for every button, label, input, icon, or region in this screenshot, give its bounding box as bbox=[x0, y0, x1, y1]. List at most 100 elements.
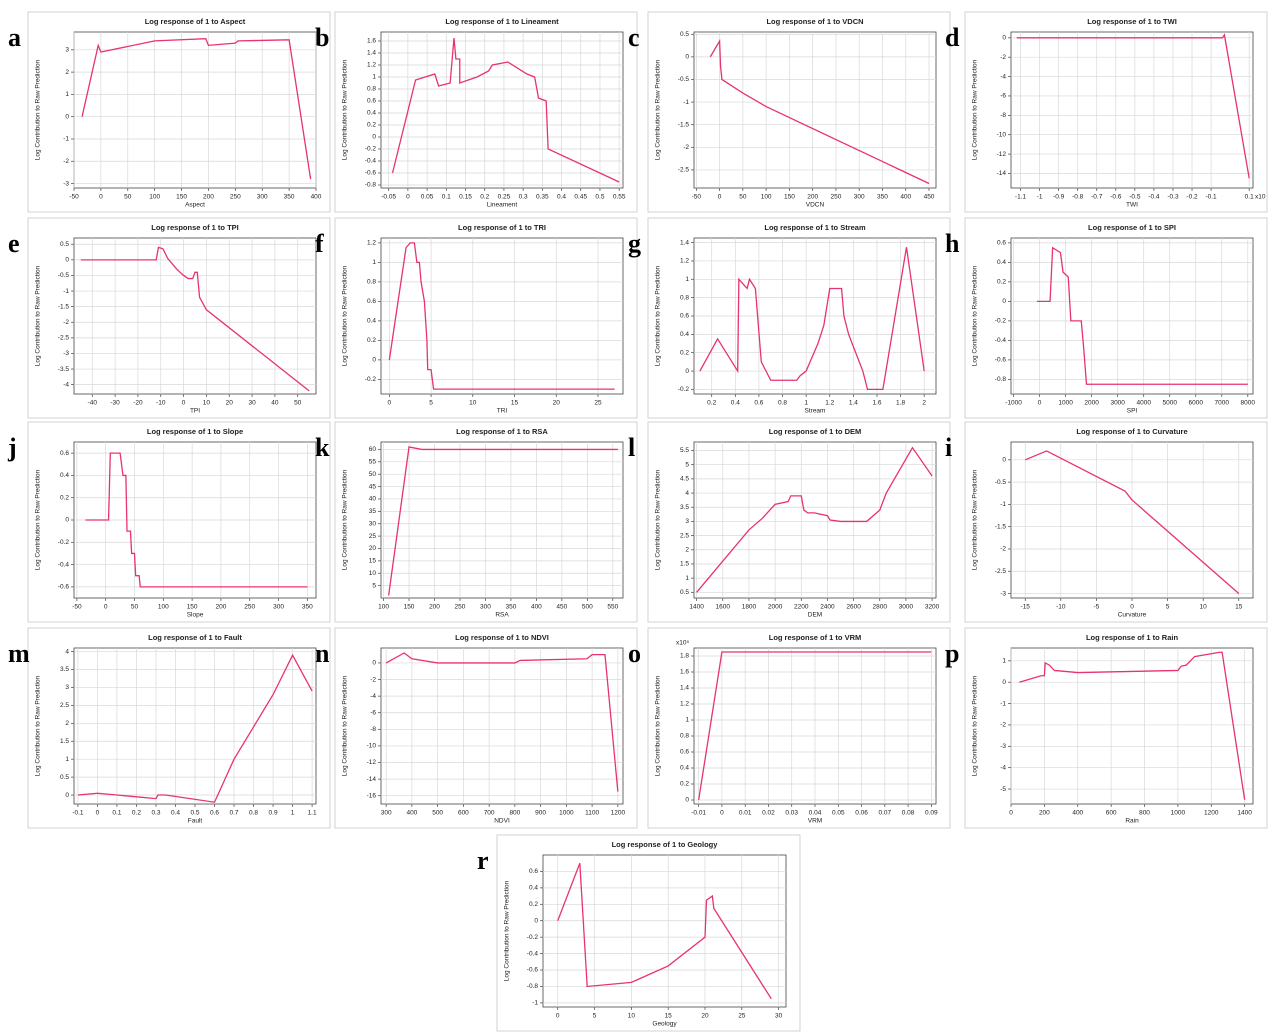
x-tick-label: 40 bbox=[271, 400, 279, 407]
y-axis-label: Log Contribution to Raw Prediction bbox=[35, 59, 42, 160]
panel-letter: o bbox=[628, 639, 641, 668]
panel: Log response of 1 to RSA k 100 150 200 250 300… bbox=[315, 421, 638, 623]
y-tick-label: -1.5 bbox=[995, 523, 1007, 530]
y-tick-label: 0 bbox=[372, 357, 376, 364]
x-tick-label: 0.07 bbox=[878, 810, 891, 817]
x-tick-label: 200 bbox=[807, 194, 818, 201]
plot-area bbox=[380, 647, 624, 805]
y-tick-label: 2 bbox=[65, 720, 69, 727]
panel-letter: c bbox=[628, 23, 640, 52]
y-tick-label: -10 bbox=[997, 131, 1007, 138]
y-tick-label: 3 bbox=[65, 47, 69, 54]
y-tick-label: -3 bbox=[1000, 743, 1006, 750]
x-tick-label: 1400 bbox=[689, 604, 704, 611]
y-tick-label: 0.8 bbox=[367, 279, 376, 286]
response-line bbox=[709, 38, 930, 185]
panel: Log response of 1 to DEM l 1400 1600 1800 200… bbox=[628, 421, 951, 623]
plot-area bbox=[380, 237, 624, 395]
plot-area bbox=[380, 31, 624, 189]
x-tick-label: 2800 bbox=[873, 604, 888, 611]
x-tick-label: 0.4 bbox=[557, 194, 566, 201]
x-tick-label: 0.3 bbox=[519, 194, 528, 201]
chart-title: Log response of 1 to Curvature bbox=[1076, 427, 1187, 436]
x-tick-label: 0.1 bbox=[112, 810, 121, 817]
panel: Log response of 1 to Geology r 0 5 10 15 20 25 3… bbox=[477, 834, 801, 1032]
x-tick-label: 30 bbox=[775, 1013, 783, 1020]
panel: Log response of 1 to Lineament b -0.05 0 0.0… bbox=[315, 11, 638, 213]
x-tick-label: 150 bbox=[404, 604, 415, 611]
x-tick-label: 0.2 bbox=[480, 194, 489, 201]
x-tick-label: 0 bbox=[1038, 400, 1042, 407]
response-line bbox=[81, 38, 312, 180]
x-tick-label: -40 bbox=[88, 400, 98, 407]
response-line bbox=[85, 452, 308, 588]
y-axis-label: Log Contribution to Raw Prediction bbox=[504, 880, 511, 981]
y-tick-label: 0 bbox=[372, 134, 376, 141]
x-tick-label: 0.6 bbox=[210, 810, 219, 817]
panel: Log response of 1 to VDCN c -50 0 50 100 150 20… bbox=[628, 11, 951, 213]
y-tick-label: -3 bbox=[1000, 590, 1006, 597]
y-tick-label: -6 bbox=[370, 709, 376, 716]
x-tick-label: 0.1 bbox=[442, 194, 451, 201]
y-tick-label: 0 bbox=[65, 792, 69, 799]
panel-letter: g bbox=[628, 229, 641, 258]
x-tick-label: 0.9 bbox=[269, 810, 278, 817]
y-tick-label: -0.8 bbox=[365, 182, 377, 189]
y-multiplier: x10⁵ bbox=[676, 640, 689, 647]
x-tick-label: 450 bbox=[924, 194, 935, 201]
y-tick-label: 3.5 bbox=[60, 666, 69, 673]
x-tick-label: 200 bbox=[203, 194, 214, 201]
x-tick-label: 2600 bbox=[846, 604, 861, 611]
x-tick-label: -0.4 bbox=[1148, 194, 1160, 201]
x-tick-label: 0.2 bbox=[707, 400, 716, 407]
x-tick-label: 0 bbox=[1130, 604, 1134, 611]
y-tick-label: 0.6 bbox=[529, 868, 538, 875]
panel-letter: m bbox=[8, 639, 30, 668]
x-tick-label: -15 bbox=[1021, 604, 1031, 611]
x-tick-label: 1400 bbox=[1237, 810, 1252, 817]
y-tick-label: -16 bbox=[367, 792, 377, 799]
x-tick-label: 0.5 bbox=[595, 194, 604, 201]
chart-title: Log response of 1 to RSA bbox=[456, 427, 548, 436]
y-tick-label: 0.4 bbox=[529, 885, 538, 892]
y-tick-label: 3.5 bbox=[680, 504, 689, 511]
y-tick-label: -2.5 bbox=[995, 568, 1007, 575]
x-tick-label: 0.5 bbox=[190, 810, 199, 817]
y-tick-label: 1.2 bbox=[367, 240, 376, 247]
y-tick-label: -10 bbox=[367, 743, 377, 750]
x-axis-label: NDVI bbox=[494, 818, 510, 825]
plot-area bbox=[693, 31, 937, 189]
x-tick-label: 800 bbox=[509, 810, 520, 817]
x-axis-label: VDCN bbox=[806, 202, 825, 209]
x-tick-label: 200 bbox=[215, 604, 226, 611]
x-tick-label: 10 bbox=[203, 400, 211, 407]
y-tick-label: -0.6 bbox=[58, 584, 70, 591]
y-axis-label: Log Contribution to Raw Prediction bbox=[972, 469, 979, 570]
chart-title: Log response of 1 to SPI bbox=[1088, 223, 1176, 232]
y-tick-label: 1 bbox=[65, 91, 69, 98]
x-axis-label: Slope bbox=[187, 612, 204, 619]
x-tick-label: -1000 bbox=[1005, 400, 1022, 407]
x-tick-label: 0.4 bbox=[171, 810, 180, 817]
x-tick-label: 25 bbox=[594, 400, 602, 407]
y-tick-label: 4 bbox=[65, 648, 69, 655]
x-tick-label: -50 bbox=[72, 604, 82, 611]
response-line bbox=[385, 652, 619, 792]
y-tick-label: 0.2 bbox=[60, 494, 69, 501]
x-tick-label: 5000 bbox=[1162, 400, 1177, 407]
y-tick-label: 0.6 bbox=[60, 450, 69, 457]
chart-title: Log response of 1 to DEM bbox=[769, 427, 862, 436]
x-tick-label: 300 bbox=[480, 604, 491, 611]
y-tick-label: 0.4 bbox=[367, 110, 376, 117]
y-tick-label: 1 bbox=[372, 259, 376, 266]
y-tick-label: 1 bbox=[1002, 658, 1006, 665]
x-axis-label: Curvature bbox=[1118, 612, 1147, 619]
x-tick-label: 10 bbox=[469, 400, 477, 407]
x-tick-label: -20 bbox=[133, 400, 143, 407]
y-axis-label: Log Contribution to Raw Prediction bbox=[655, 59, 662, 160]
x-tick-label: 0.8 bbox=[249, 810, 258, 817]
y-tick-label: -0.5 bbox=[995, 479, 1007, 486]
x-tick-label: 5 bbox=[593, 1013, 597, 1020]
chart-title: Log response of 1 to Fault bbox=[148, 633, 242, 642]
